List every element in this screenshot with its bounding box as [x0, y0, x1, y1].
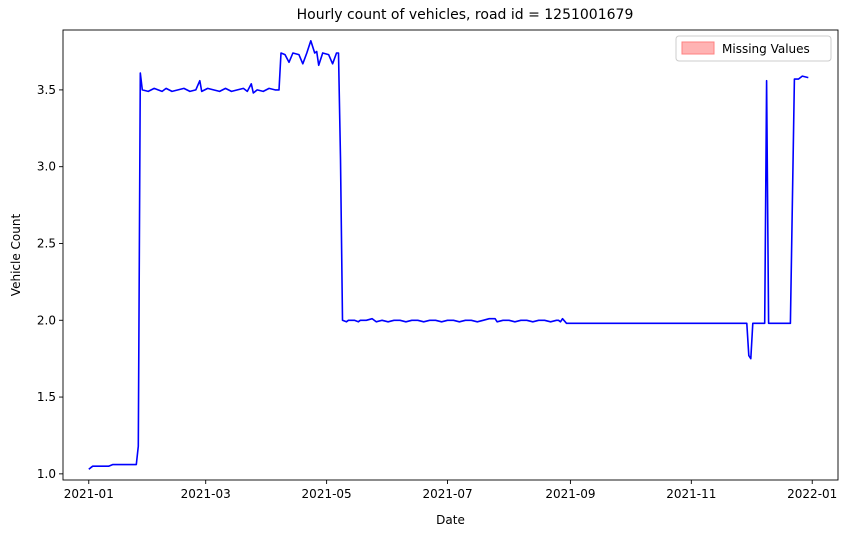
y-axis-label: Vehicle Count [9, 214, 23, 297]
series-line [88, 40, 809, 470]
x-axis-label: Date [436, 513, 465, 527]
plot-area: 1.0 1.5 2.0 2.5 3.0 3.5 2021-01 2021-03 2021-05… [37, 29, 839, 501]
y-tick-label: 1.5 [37, 390, 56, 404]
chart-title: Hourly count of vehicles, road id = 1251… [297, 7, 634, 23]
x-tick-label: 2021-11 [666, 487, 716, 501]
x-tick-label: 2022-01 [787, 487, 837, 501]
x-tick-label: 2021-07 [422, 487, 472, 501]
x-tick-label: 2021-03 [181, 487, 231, 501]
y-axis: 1.0 1.5 2.0 2.5 3.0 3.5 [37, 83, 63, 481]
x-axis: 2021-01 2021-03 2021-05 2021-07 2021-09 2021-… [64, 480, 837, 501]
legend-swatch-missing-values [681, 41, 715, 55]
x-tick-label: 2021-05 [302, 487, 352, 501]
legend-box [675, 35, 832, 62]
series-layer [88, 40, 809, 470]
legend-label-missing-values: Missing Values [722, 42, 810, 56]
x-tick-label: 2021-09 [545, 487, 595, 501]
plot-frame [62, 29, 839, 481]
y-tick-label: 3.5 [37, 83, 56, 97]
x-tick-label: 2021-01 [64, 487, 114, 501]
y-tick-label: 3.0 [37, 160, 56, 174]
legend: Missing Values [675, 35, 832, 62]
y-tick-label: 2.5 [37, 236, 56, 250]
y-tick-label: 1.0 [37, 467, 56, 481]
y-tick-label: 2.0 [37, 313, 56, 327]
